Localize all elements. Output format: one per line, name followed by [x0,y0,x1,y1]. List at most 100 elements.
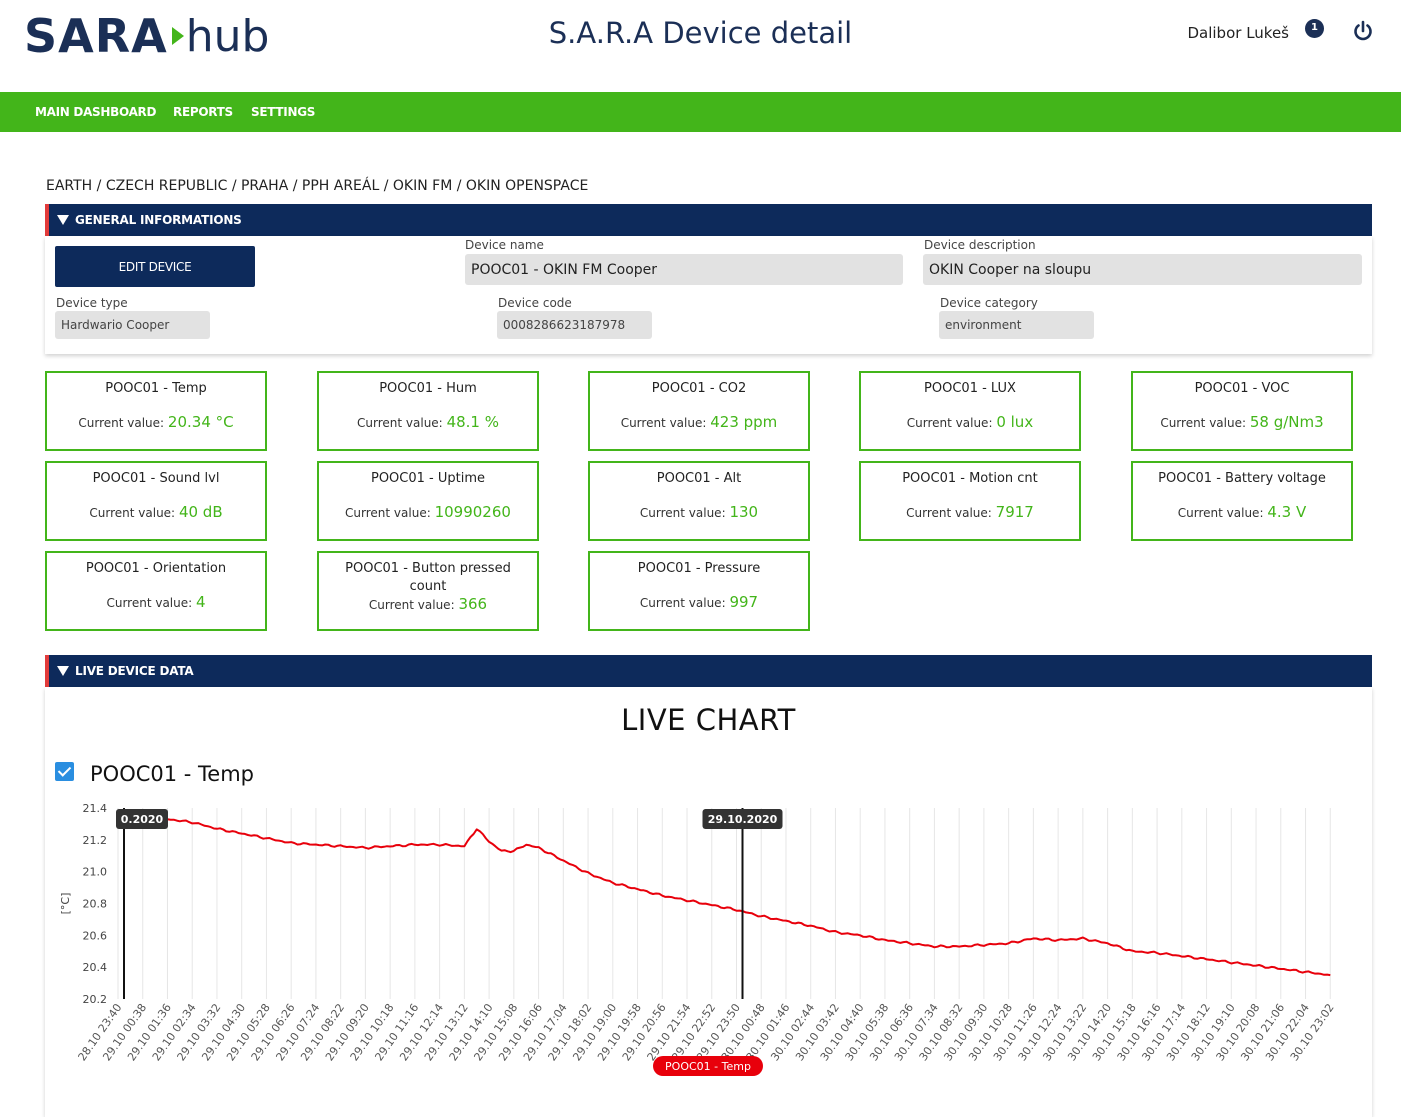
sensor-card-sound[interactable]: POOC01 - Sound lvl Current value: 40 dB [45,461,267,541]
sensor-card-button-count[interactable]: POOC01 - Button pressed count Current va… [317,551,539,631]
current-value: 20.34 °C [167,413,234,431]
y-tick-label: 21.2 [83,834,108,847]
card-value-line: Current value: 130 [590,503,808,521]
card-value-line: Current value: 423 ppm [590,413,808,431]
card-value-line: Current value: 20.34 °C [47,413,265,431]
card-title: POOC01 - Button pressed count [345,561,511,594]
current-value-label: Current value: [1160,416,1247,430]
y-tick-label: 20.4 [83,961,108,974]
device-name-label: Device name [465,238,544,252]
notification-bell-icon[interactable]: 1 [1305,19,1324,38]
card-title: POOC01 - Uptime [370,471,486,486]
current-value: 48.1 % [446,413,499,431]
card-value-line: Current value: 40 dB [47,503,265,521]
y-tick-label: 20.8 [83,898,108,911]
card-title: POOC01 - Orientation [85,561,227,576]
current-value: 366 [458,595,488,613]
live-data-panel: LIVE CHART POOC01 - Temp 28.10 23:40 29.1… [45,687,1372,1117]
card-value-line: Current value: 48.1 % [319,413,537,431]
device-category-field[interactable]: environment [939,311,1094,339]
date-marker-tag [702,809,783,829]
current-value-label: Current value: [1177,506,1264,520]
edit-device-button[interactable]: EDIT DEVICE [55,246,255,287]
device-code-field[interactable]: 0008286623187978 [497,311,652,339]
current-value-label: Current value: [89,506,176,520]
card-title: POOC01 - LUX [924,381,1016,396]
device-description-field[interactable]: OKIN Cooper na sloupu [923,254,1362,285]
current-value-label: Current value: [620,416,707,430]
sensor-card-alt[interactable]: POOC01 - Alt Current value: 130 [588,461,810,541]
date-marker-label: 0.2020 [121,813,164,826]
card-title: POOC01 - Pressure [637,561,761,576]
current-value: 423 ppm [710,413,778,431]
card-title: POOC01 - CO2 [651,381,747,396]
sensor-card-battery[interactable]: POOC01 - Battery voltage Current value: … [1131,461,1353,541]
nav-settings[interactable]: SETTINGS [251,105,316,119]
current-value: 7917 [995,503,1034,521]
collapse-triangle-icon [57,215,69,225]
sensor-card-temp[interactable]: POOC01 - Temp Current value: 20.34 °C [45,371,267,451]
y-tick-label: 20.6 [83,929,108,942]
card-title: POOC01 - VOC [1194,381,1290,396]
general-info-title: GENERAL INFORMATIONS [75,213,242,227]
sensor-card-motion[interactable]: POOC01 - Motion cnt Current value: 7917 [859,461,1081,541]
current-value-label: Current value: [357,416,443,430]
device-category-label: Device category [940,296,1038,310]
y-tick-label: 21.4 [83,802,108,815]
card-title: POOC01 - Battery voltage [1158,471,1326,486]
current-value-label: Current value: [639,596,726,610]
main-nav: MAIN DASHBOARD REPORTS SETTINGS [0,92,1401,132]
current-value: 4.3 V [1267,503,1307,521]
sensor-card-co2[interactable]: POOC01 - CO2 Current value: 423 ppm [588,371,810,451]
logo-secondary-text: hub [185,10,270,62]
sensor-card-hum[interactable]: POOC01 - Hum Current value: 48.1 % [317,371,539,451]
sarahub-logo[interactable]: SARA hub [24,8,269,64]
card-title: POOC01 - Sound lvl [92,471,220,486]
collapse-triangle-icon [57,666,69,676]
general-info-header[interactable]: GENERAL INFORMATIONS [45,204,1372,236]
current-value: 0 lux [996,413,1034,431]
y-axis-label: [°C] [59,893,72,915]
card-value-line: Current value: 366 [319,595,537,613]
sensor-card-uptime[interactable]: POOC01 - Uptime Current value: 10990260 [317,461,539,541]
current-value-label: Current value: [639,506,726,520]
current-value: 4 [196,593,206,611]
app-header: SARA hub S.A.R.A Device detail Dalibor L… [0,0,1401,92]
card-title: POOC01 - Alt [656,471,742,486]
sensor-card-orientation[interactable]: POOC01 - Orientation Current value: 4 [45,551,267,631]
current-value-label: Current value: [106,596,193,610]
series-checkbox[interactable] [55,762,74,781]
breadcrumb[interactable]: EARTH / CZECH REPUBLIC / PRAHA / PPH ARE… [46,178,589,194]
live-data-header[interactable]: LIVE DEVICE DATA [45,655,1372,687]
legend-pill[interactable] [653,1056,763,1076]
page-title: S.A.R.A Device detail [548,16,853,50]
current-value: 58 g/Nm3 [1249,413,1324,431]
series-checkbox-label[interactable]: POOC01 - Temp [90,762,255,786]
legend-label[interactable]: POOC01 - Temp [665,1060,751,1073]
date-marker-tag [116,809,168,829]
device-type-field[interactable]: Hardwario Cooper [55,311,210,339]
power-icon[interactable] [1352,20,1374,42]
series-line-temp[interactable] [117,810,1331,977]
card-value-line: Current value: 10990260 [319,503,537,521]
nav-reports[interactable]: REPORTS [173,105,233,119]
card-value-line: Current value: 7917 [861,503,1079,521]
chart-heading: LIVE CHART [621,703,796,737]
device-code-label: Device code [498,296,572,310]
general-info-panel: EDIT DEVICE Device name POOC01 - OKIN FM… [45,236,1372,354]
sensor-card-voc[interactable]: POOC01 - VOC Current value: 58 g/Nm3 [1131,371,1353,451]
current-value: 997 [729,593,759,611]
device-name-field[interactable]: POOC01 - OKIN FM Cooper [465,254,903,285]
live-data-title: LIVE DEVICE DATA [75,664,194,678]
nav-main-dashboard[interactable]: MAIN DASHBOARD [35,105,157,119]
sensor-card-pressure[interactable]: POOC01 - Pressure Current value: 997 [588,551,810,631]
current-value: 40 dB [178,503,223,521]
card-value-line: Current value: 58 g/Nm3 [1133,413,1351,431]
notification-badge: 1 [1311,22,1318,33]
card-value-line: Current value: 4.3 V [1133,503,1351,521]
card-title: POOC01 - Motion cnt [902,471,1038,486]
card-title: POOC01 - Temp [105,381,207,396]
sensor-card-lux[interactable]: POOC01 - LUX Current value: 0 lux [859,371,1081,451]
user-name[interactable]: Dalibor Lukeš [1187,24,1289,42]
